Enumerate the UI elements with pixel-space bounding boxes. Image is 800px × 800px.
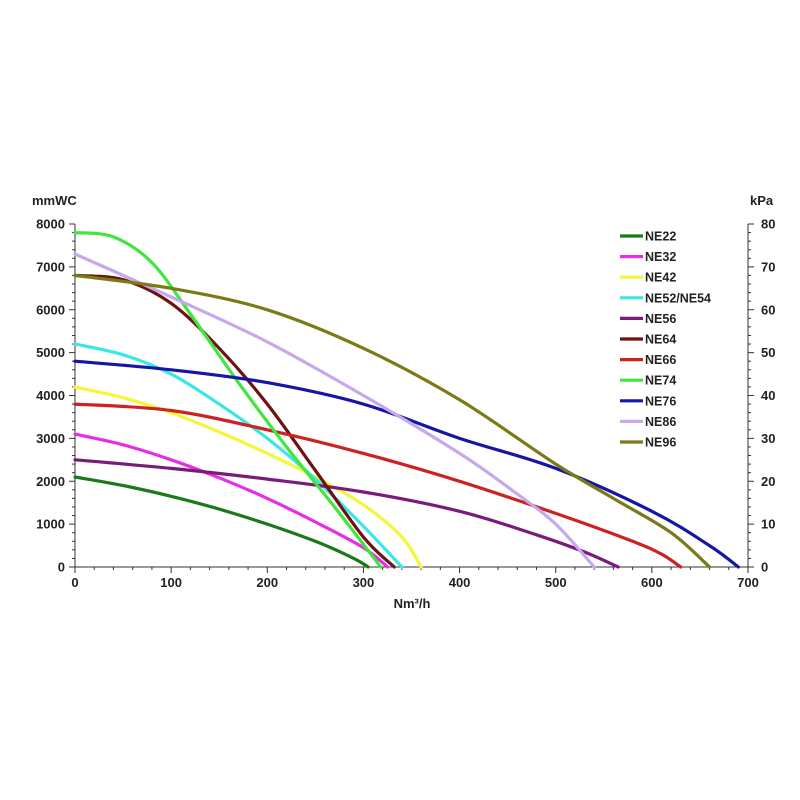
right-axis-title: kPa bbox=[750, 193, 774, 208]
left-y-tick-label: 2000 bbox=[36, 474, 65, 489]
x-tick-label: 200 bbox=[256, 575, 278, 590]
legend-label-ne74: NE74 bbox=[645, 374, 676, 388]
right-y-tick-label: 10 bbox=[761, 517, 775, 532]
left-y-tick-label: 3000 bbox=[36, 431, 65, 446]
legend: NE22 NE32 NE42 NE52/NE54 NE56 NE64 NE66 NE74 NE7… bbox=[620, 230, 711, 450]
x-axis-title: Nm³/h bbox=[394, 596, 431, 611]
x-tick-label: 500 bbox=[545, 575, 567, 590]
right-y-tick-label: 30 bbox=[761, 431, 775, 446]
legend-label-ne64: NE64 bbox=[645, 333, 676, 347]
series-line-ne22 bbox=[73, 475, 370, 569]
x-tick-label: 400 bbox=[449, 575, 471, 590]
series-layer bbox=[73, 231, 740, 569]
series-line-ne74 bbox=[73, 231, 383, 569]
legend-label-ne52-ne54: NE52/NE54 bbox=[645, 291, 711, 305]
x-tick-label: 700 bbox=[737, 575, 759, 590]
legend-label-ne96: NE96 bbox=[645, 436, 676, 450]
right-y-tick-label: 70 bbox=[761, 259, 775, 274]
legend-label-ne32: NE32 bbox=[645, 250, 676, 264]
series-line-ne56 bbox=[73, 458, 620, 569]
series-line-ne66 bbox=[73, 402, 683, 569]
right-y-tick-label: 0 bbox=[761, 560, 768, 575]
right-y-tick-label: 40 bbox=[761, 388, 775, 403]
series-line-ne52-ne54 bbox=[73, 342, 404, 569]
right-y-tick-label: 60 bbox=[761, 302, 775, 317]
left-y-tick-label: 5000 bbox=[36, 345, 65, 360]
axes: 0 100 200 300 400 500 600 700010002000300040005… bbox=[36, 217, 775, 591]
left-y-tick-label: 1000 bbox=[36, 517, 65, 532]
left-y-tick-label: 8000 bbox=[36, 217, 65, 232]
series-line-ne96 bbox=[73, 273, 712, 569]
right-y-tick-label: 20 bbox=[761, 474, 775, 489]
legend-label-ne42: NE42 bbox=[645, 271, 676, 285]
legend-label-ne86: NE86 bbox=[645, 415, 676, 429]
legend-label-ne76: NE76 bbox=[645, 394, 676, 408]
left-y-tick-label: 0 bbox=[58, 560, 65, 575]
x-tick-label: 300 bbox=[353, 575, 375, 590]
right-y-tick-label: 80 bbox=[761, 217, 775, 232]
series-line-ne86 bbox=[73, 252, 596, 569]
left-axis-title: mmWC bbox=[32, 193, 77, 208]
series-line-ne42 bbox=[73, 385, 423, 569]
right-y-tick-label: 50 bbox=[761, 345, 775, 360]
series-line-ne32 bbox=[73, 432, 390, 569]
series-line-ne76 bbox=[73, 359, 740, 569]
legend-label-ne22: NE22 bbox=[645, 230, 676, 244]
x-tick-label: 600 bbox=[641, 575, 663, 590]
left-y-tick-label: 4000 bbox=[36, 388, 65, 403]
legend-label-ne56: NE56 bbox=[645, 312, 676, 326]
left-y-tick-label: 7000 bbox=[36, 259, 65, 274]
x-tick-label: 100 bbox=[160, 575, 182, 590]
x-tick-label: 0 bbox=[71, 575, 78, 590]
left-y-tick-label: 6000 bbox=[36, 302, 65, 317]
legend-label-ne66: NE66 bbox=[645, 353, 676, 367]
